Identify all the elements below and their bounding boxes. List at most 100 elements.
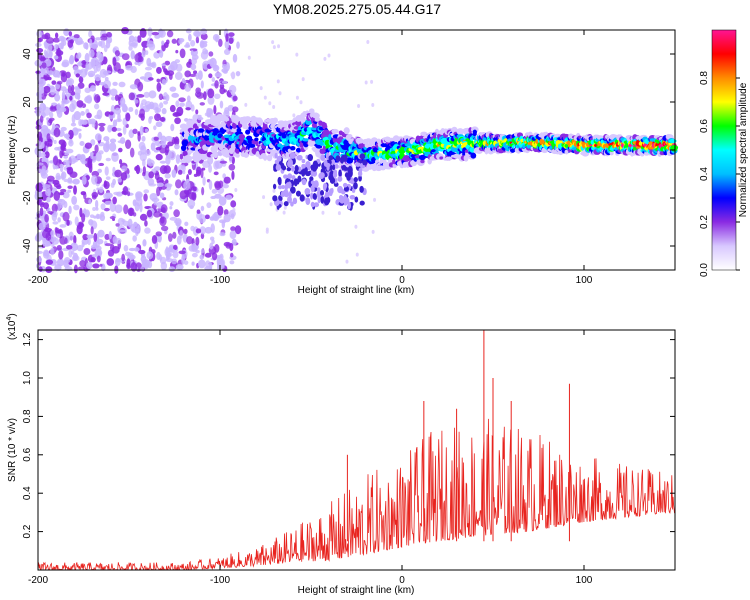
spectrogram-cell <box>230 226 236 232</box>
spectrogram-cell <box>305 197 311 206</box>
spectrogram-cell <box>196 92 205 99</box>
spectrogram-cell <box>277 44 281 49</box>
spectrogram-cell <box>142 239 147 247</box>
spectrogram-cell <box>144 227 151 234</box>
spectrogram-cell <box>337 176 343 182</box>
spectrogram-cell <box>254 137 259 142</box>
spectrogram-cell <box>81 119 88 125</box>
spectrogram-cell <box>165 155 171 165</box>
spectrogram-cell <box>223 213 231 223</box>
spectrogram-cell <box>327 53 331 58</box>
spectrogram-cell <box>70 84 75 93</box>
spectrogram-cell <box>161 142 166 149</box>
spectrogram-cell <box>61 150 65 156</box>
spectrogram-cell <box>334 163 339 169</box>
spectrogram-cell <box>303 140 309 148</box>
spectrogram-cell <box>111 246 120 254</box>
spectrogram-cell <box>208 51 214 57</box>
spectrogram-cell <box>77 82 85 89</box>
spectrogram-cell <box>148 90 157 99</box>
spectrogram-cell <box>195 249 200 254</box>
spectrogram-cell <box>235 70 241 77</box>
snr-series-line <box>38 418 675 570</box>
spectrogram-cell <box>232 53 238 63</box>
spectrogram-cell <box>320 190 325 196</box>
spectrogram-cell <box>191 245 198 253</box>
spectrogram-cell <box>38 37 44 42</box>
spectrogram-cell <box>325 152 330 160</box>
spectrogram-cell <box>199 226 207 235</box>
spectrogram-cell <box>38 153 47 158</box>
spectrogram-cell <box>63 133 70 139</box>
spectrogram-cell <box>51 203 58 213</box>
spectrogram-cell <box>200 248 205 254</box>
spectrogram-cell <box>56 80 63 85</box>
spectrogram-cell <box>98 162 105 167</box>
spectrogram-cell <box>219 87 226 95</box>
spectrogram-cell <box>84 142 92 149</box>
spectrogram-cell <box>218 196 227 206</box>
spectrogram-cell <box>334 177 338 184</box>
spectrogram-cell <box>54 43 59 50</box>
spectrogram-cell <box>72 178 80 185</box>
spectrogram-y-ticks: -40 -20 0 20 40 <box>22 48 675 253</box>
spectrogram-cell <box>265 229 269 234</box>
spectrogram-cell <box>98 53 104 62</box>
spectrogram-cell <box>310 192 314 200</box>
spectrogram-cell <box>209 236 215 241</box>
spectrogram-cell <box>342 166 349 171</box>
spectrogram-cell <box>89 87 96 92</box>
spectrogram-cell <box>77 266 86 271</box>
spectrogram-cell <box>63 159 70 166</box>
spectrogram-cell <box>125 112 131 122</box>
spectrogram-cell <box>171 92 180 98</box>
spectrogram-cell <box>247 55 251 60</box>
spectrogram-cell <box>60 40 65 50</box>
spectrogram-cell <box>50 247 55 256</box>
x-tick-label: 100 <box>576 575 593 586</box>
spectrogram-cell <box>208 164 213 173</box>
spectrogram-cell <box>95 213 100 220</box>
spectrogram-cell <box>175 263 184 270</box>
spectrogram-cell <box>58 192 65 196</box>
spectrogram-cell <box>232 95 238 102</box>
spectrogram-cell <box>71 99 77 110</box>
spectrogram-cell <box>198 214 207 224</box>
spectrogram-cell <box>92 263 100 269</box>
spectrogram-cell <box>230 72 234 77</box>
spectrogram-cell <box>79 260 86 267</box>
y-tick-label: -20 <box>22 190 33 205</box>
spectrogram-cell <box>161 78 167 86</box>
spectrogram-cell <box>49 111 54 118</box>
spectrogram-cell <box>36 213 41 218</box>
spectrogram-cell <box>142 158 146 167</box>
spectrogram-cell <box>103 192 111 200</box>
spectrogram-cell <box>609 150 614 156</box>
spectrogram-cell <box>41 34 49 40</box>
spectrogram-cell <box>36 30 43 38</box>
spectrogram-cell <box>180 164 186 170</box>
spectrogram-cell <box>276 79 280 84</box>
spectrogram-cell <box>121 165 128 172</box>
spectrogram-cell <box>132 128 138 135</box>
spectrogram-cell <box>40 141 45 149</box>
spectrogram-cell <box>144 66 153 71</box>
spectrogram-cell <box>166 30 174 38</box>
spectrogram-cell <box>99 125 105 132</box>
spectrogram-cell <box>223 241 232 247</box>
spectrogram-cell <box>35 182 43 193</box>
spectrogram-cell <box>71 157 79 163</box>
spectrogram-cell <box>278 91 282 96</box>
spectrogram-cell <box>100 203 106 211</box>
spectrogram-cell <box>89 214 95 218</box>
spectrogram-cell <box>156 82 162 92</box>
spectrogram-cell <box>354 196 359 203</box>
spectrogram-cell <box>60 126 67 132</box>
spectrogram-cell <box>81 175 87 185</box>
spectrogram-cell <box>46 196 51 203</box>
spectrogram-cell <box>157 131 163 140</box>
spectrogram-cell <box>90 43 98 49</box>
spectrogram-cell <box>197 114 202 119</box>
spectrogram-cell <box>299 100 303 105</box>
spectrogram-cell <box>99 263 103 267</box>
